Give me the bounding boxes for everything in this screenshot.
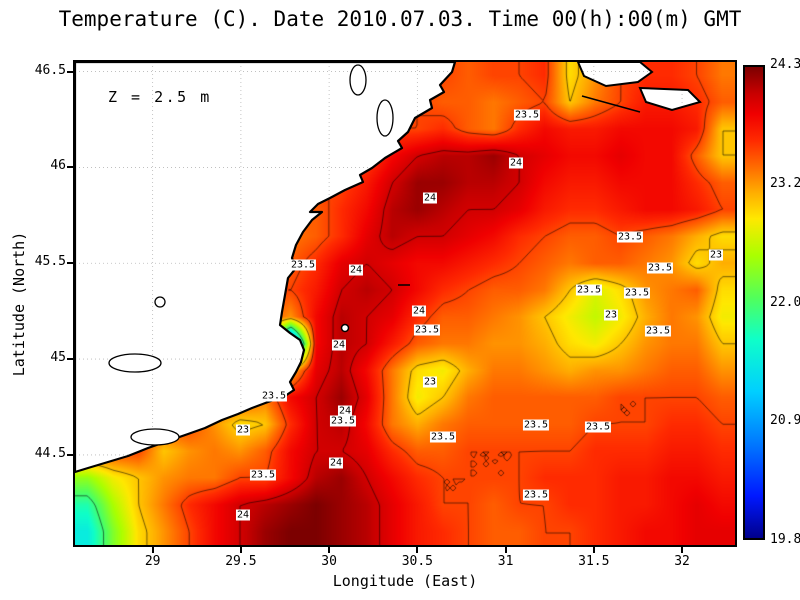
island-coastline <box>638 86 702 112</box>
x-tick-mark <box>239 547 242 553</box>
y-tick-mark <box>67 262 73 265</box>
y-tick-label: 45.5 <box>34 254 66 270</box>
x-tick-label: 29.5 <box>225 554 257 569</box>
lake-outline <box>349 64 367 96</box>
colorbar-tick-label: 20.9 <box>770 413 800 429</box>
x-tick-label: 32 <box>674 554 690 569</box>
x-tick-mark <box>681 547 684 553</box>
lake-outline <box>154 296 166 308</box>
colorbar-tick-label: 23.2 <box>770 175 800 191</box>
x-tick-mark <box>328 547 331 553</box>
depth-annotation: Z = 2.5 m <box>108 88 212 106</box>
x-tick-mark <box>416 547 419 553</box>
y-tick-label: 45 <box>50 350 66 366</box>
x-tick-label: 30 <box>321 554 337 569</box>
x-tick-mark <box>504 547 507 553</box>
map-overlay <box>75 62 702 474</box>
island-coastline <box>576 62 654 88</box>
x-tick-label: 30.5 <box>401 554 433 569</box>
x-tick-label: 29 <box>144 554 161 569</box>
x-axis-label: Longitude (East) <box>332 572 478 590</box>
island-fill <box>640 88 700 110</box>
plot-title: Temperature (C). Date 2010.07.03. Time 0… <box>58 7 742 31</box>
y-tick-mark <box>67 358 73 361</box>
colorbar-tick-label: 24.3 <box>770 57 800 72</box>
x-tick-mark <box>592 547 595 553</box>
colorbar-tick-label: 22.0 <box>770 294 800 310</box>
colorbar <box>743 65 765 540</box>
lake-outline <box>130 428 180 446</box>
x-tick-mark <box>151 547 154 553</box>
y-axis-label: Latitude (North) <box>10 231 28 377</box>
lake-outline <box>376 99 394 137</box>
y-tick-label: 46 <box>50 158 66 174</box>
x-tick-label: 31.5 <box>578 554 610 569</box>
y-tick-label: 46.5 <box>34 62 66 78</box>
y-tick-mark <box>67 166 73 169</box>
land-fill <box>75 62 455 472</box>
plot-area: 23.5 24 24 23.5 23 23.5 24 23.5 23.5 23.5 23 23.5 24… <box>75 62 735 545</box>
spit-line <box>581 95 641 113</box>
colorbar-tick-label: 19.8 <box>770 532 800 547</box>
y-tick-mark <box>67 70 73 73</box>
lake-outline <box>108 353 162 373</box>
x-tick-label: 31 <box>497 554 514 569</box>
y-tick-mark <box>67 453 73 456</box>
island-fill <box>578 62 652 86</box>
islet <box>340 323 350 333</box>
y-tick-label: 44.5 <box>34 445 66 461</box>
coastline <box>75 62 457 474</box>
